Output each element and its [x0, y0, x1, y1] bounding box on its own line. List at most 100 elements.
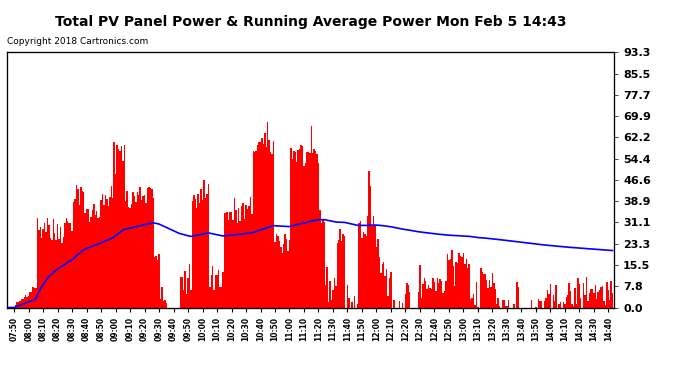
Text: Total PV Panel Power & Running Average Power Mon Feb 5 14:43: Total PV Panel Power & Running Average P…: [55, 15, 566, 29]
Bar: [386, 270, 387, 308]
Bar: [571, 303, 573, 307]
Bar: [235, 210, 237, 308]
Bar: [75, 199, 76, 308]
Bar: [584, 296, 586, 307]
Bar: [97, 217, 99, 308]
Bar: [286, 239, 287, 308]
Bar: [460, 256, 461, 308]
Bar: [535, 307, 537, 308]
Bar: [229, 212, 230, 308]
Bar: [47, 218, 48, 308]
Bar: [160, 299, 161, 307]
Bar: [406, 283, 408, 308]
Bar: [284, 234, 286, 308]
Bar: [338, 240, 339, 308]
Bar: [264, 133, 266, 308]
Bar: [442, 293, 444, 308]
Bar: [325, 285, 326, 308]
Bar: [125, 201, 126, 308]
Bar: [587, 301, 589, 307]
Bar: [215, 275, 216, 308]
Bar: [92, 210, 93, 308]
Bar: [290, 148, 292, 308]
Bar: [454, 286, 455, 308]
Bar: [292, 159, 293, 308]
Bar: [196, 207, 197, 308]
Bar: [425, 281, 426, 308]
Bar: [453, 266, 454, 308]
Bar: [15, 304, 17, 307]
Bar: [100, 200, 102, 308]
Bar: [363, 232, 364, 308]
Bar: [467, 268, 469, 308]
Bar: [590, 288, 591, 308]
Bar: [73, 202, 75, 308]
Bar: [574, 288, 575, 308]
Bar: [146, 203, 147, 308]
Bar: [309, 153, 310, 308]
Bar: [245, 205, 247, 308]
Bar: [482, 272, 483, 308]
Bar: [106, 199, 108, 308]
Bar: [83, 192, 84, 308]
Bar: [184, 271, 186, 308]
Bar: [471, 298, 473, 307]
Bar: [608, 291, 609, 308]
Bar: [553, 295, 554, 307]
Bar: [180, 277, 181, 308]
Bar: [230, 211, 233, 308]
Bar: [450, 259, 451, 308]
Bar: [164, 300, 166, 307]
Bar: [315, 151, 316, 308]
Bar: [122, 161, 124, 308]
Bar: [31, 291, 32, 308]
Bar: [480, 268, 482, 308]
Bar: [209, 287, 210, 308]
Bar: [141, 200, 142, 308]
Bar: [208, 184, 209, 308]
Bar: [300, 145, 302, 308]
Bar: [126, 191, 128, 308]
Bar: [32, 287, 34, 308]
Bar: [303, 166, 305, 308]
Bar: [274, 242, 276, 308]
Bar: [234, 198, 235, 308]
Bar: [420, 265, 421, 308]
Bar: [567, 296, 569, 307]
Bar: [282, 253, 283, 308]
Bar: [580, 297, 582, 307]
Bar: [41, 238, 42, 308]
Bar: [310, 126, 312, 308]
Bar: [117, 144, 118, 308]
Bar: [421, 298, 422, 307]
Bar: [573, 306, 574, 308]
Bar: [383, 262, 384, 308]
Bar: [600, 287, 602, 308]
Bar: [399, 301, 400, 307]
Bar: [564, 304, 566, 307]
Bar: [237, 223, 238, 308]
Bar: [193, 195, 195, 308]
Bar: [124, 146, 125, 308]
Bar: [268, 140, 270, 308]
Bar: [595, 285, 596, 308]
Bar: [435, 291, 437, 308]
Bar: [204, 180, 205, 308]
Bar: [583, 283, 584, 308]
Bar: [458, 253, 460, 308]
Bar: [308, 152, 309, 308]
Bar: [339, 230, 341, 308]
Bar: [586, 277, 587, 308]
Bar: [93, 204, 95, 308]
Bar: [382, 264, 383, 308]
Bar: [348, 298, 350, 307]
Bar: [76, 185, 77, 308]
Bar: [115, 174, 117, 308]
Bar: [470, 299, 471, 307]
Bar: [148, 187, 150, 308]
Bar: [251, 214, 253, 308]
Bar: [373, 216, 374, 308]
Bar: [466, 260, 467, 308]
Bar: [362, 238, 363, 308]
Bar: [579, 284, 580, 308]
